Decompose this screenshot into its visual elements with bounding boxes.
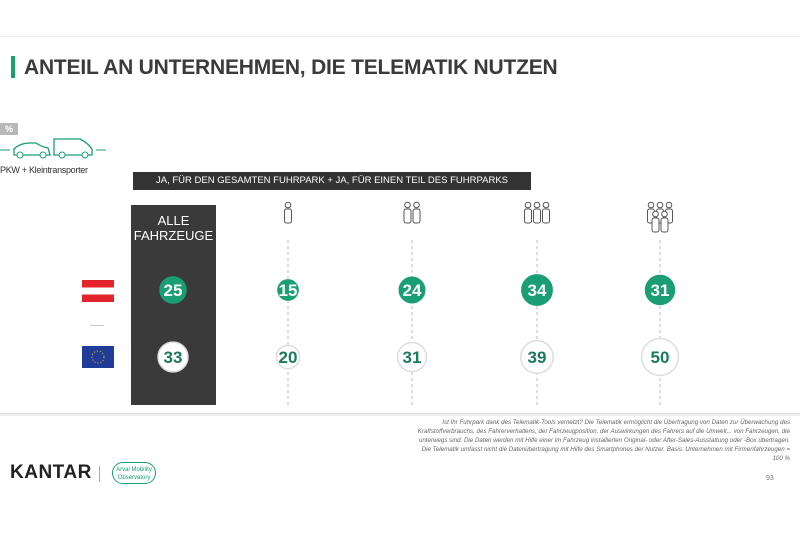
value-bubble: [520, 340, 554, 374]
value-label: 50: [651, 348, 670, 367]
logo-separator: [99, 466, 100, 482]
value-label: 34: [528, 281, 547, 300]
value-bubble: [644, 274, 676, 306]
top-divider: [0, 36, 800, 37]
value-bubble: [277, 279, 299, 301]
value-bubble: [640, 337, 680, 377]
value-label: 15: [279, 281, 298, 300]
vehicle-label: PKW + Kleintransporter: [0, 165, 88, 175]
value-bubble: [275, 344, 301, 370]
page-title: ANTEIL AN UNTERNEHMEN, DIE TELEMATIK NUT…: [24, 56, 558, 79]
value-bubble: [398, 276, 426, 304]
value-label: 33: [164, 348, 183, 367]
row-divider: [90, 325, 104, 326]
value-label: 39: [528, 348, 547, 367]
value-label: 25: [164, 281, 183, 300]
company-size-1-icon: [284, 201, 292, 224]
value-bubble: [521, 274, 553, 306]
company-size-3-icon: [524, 201, 550, 224]
value-label: 31: [403, 348, 422, 367]
eu-flag-icon: [82, 346, 114, 368]
footer-divider: [0, 413, 800, 416]
title-accent-bar: [11, 56, 15, 78]
arval-logo: Arval Mobility Observatory: [112, 462, 156, 484]
value-label: 31: [651, 281, 670, 300]
question-header: JA, FÜR DEN GESAMTEN FUHRPARK + JA, FÜR …: [133, 172, 531, 190]
chart: 25 15 24 34 31 33 20 31 39 50: [157, 201, 680, 405]
footnote: Ist Ihr Fuhrpark dank des Telematik-Tool…: [417, 419, 790, 462]
austria-flag-icon: [82, 280, 114, 302]
company-size-4-icon: [647, 201, 673, 233]
value-label: 20: [279, 348, 298, 367]
company-size-2-icon: [403, 201, 421, 224]
kantar-logo: KANTAR: [10, 462, 92, 483]
page-number: 93: [766, 475, 774, 482]
value-bubble: [396, 341, 428, 373]
value-bubble: [157, 341, 189, 373]
unit-badge: %: [0, 123, 18, 135]
value-label: 24: [403, 281, 422, 300]
all-vehicles-label: ALLE FAHRZEUGE: [133, 213, 214, 243]
car-van-icon: [0, 138, 106, 159]
value-bubble: [159, 276, 187, 304]
